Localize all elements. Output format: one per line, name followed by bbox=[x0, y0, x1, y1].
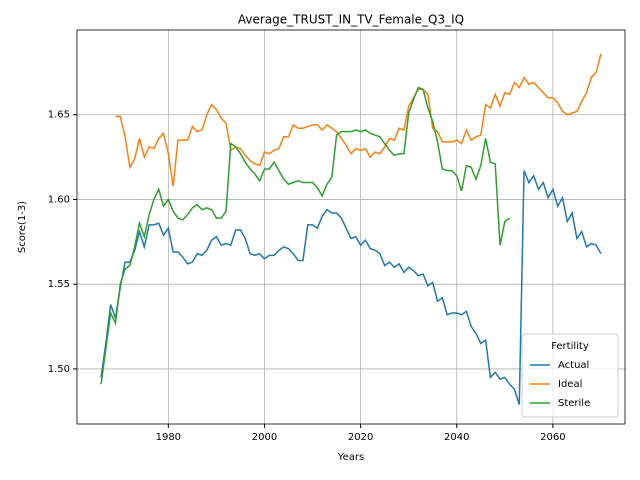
legend-label: Sterile bbox=[558, 398, 590, 409]
y-tick-label: 1.65 bbox=[48, 110, 70, 121]
x-tick-label: 2040 bbox=[444, 432, 469, 443]
x-tick-label: 2000 bbox=[252, 432, 277, 443]
line-series bbox=[100, 170, 602, 405]
x-tick-label: 1980 bbox=[156, 432, 181, 443]
chart-title: Average_TRUST_IN_TV_Female_Q3_IQ bbox=[238, 13, 464, 27]
legend-label: Ideal bbox=[558, 379, 582, 390]
plot-frame bbox=[76, 29, 626, 425]
line-series bbox=[115, 53, 602, 187]
x-tick-label: 2060 bbox=[540, 432, 565, 443]
line-series bbox=[100, 86, 511, 385]
x-tick-label: 2020 bbox=[348, 432, 373, 443]
y-tick-label: 1.55 bbox=[48, 279, 70, 290]
legend-box bbox=[521, 333, 619, 418]
legend-title: Fertility bbox=[551, 341, 589, 352]
y-tick-label: 1.50 bbox=[48, 364, 70, 375]
y-axis-label: Score(1-3) bbox=[17, 201, 28, 253]
legend-label: Actual bbox=[558, 360, 589, 371]
x-axis-label: Years bbox=[337, 452, 364, 463]
y-tick-label: 1.60 bbox=[48, 194, 70, 205]
